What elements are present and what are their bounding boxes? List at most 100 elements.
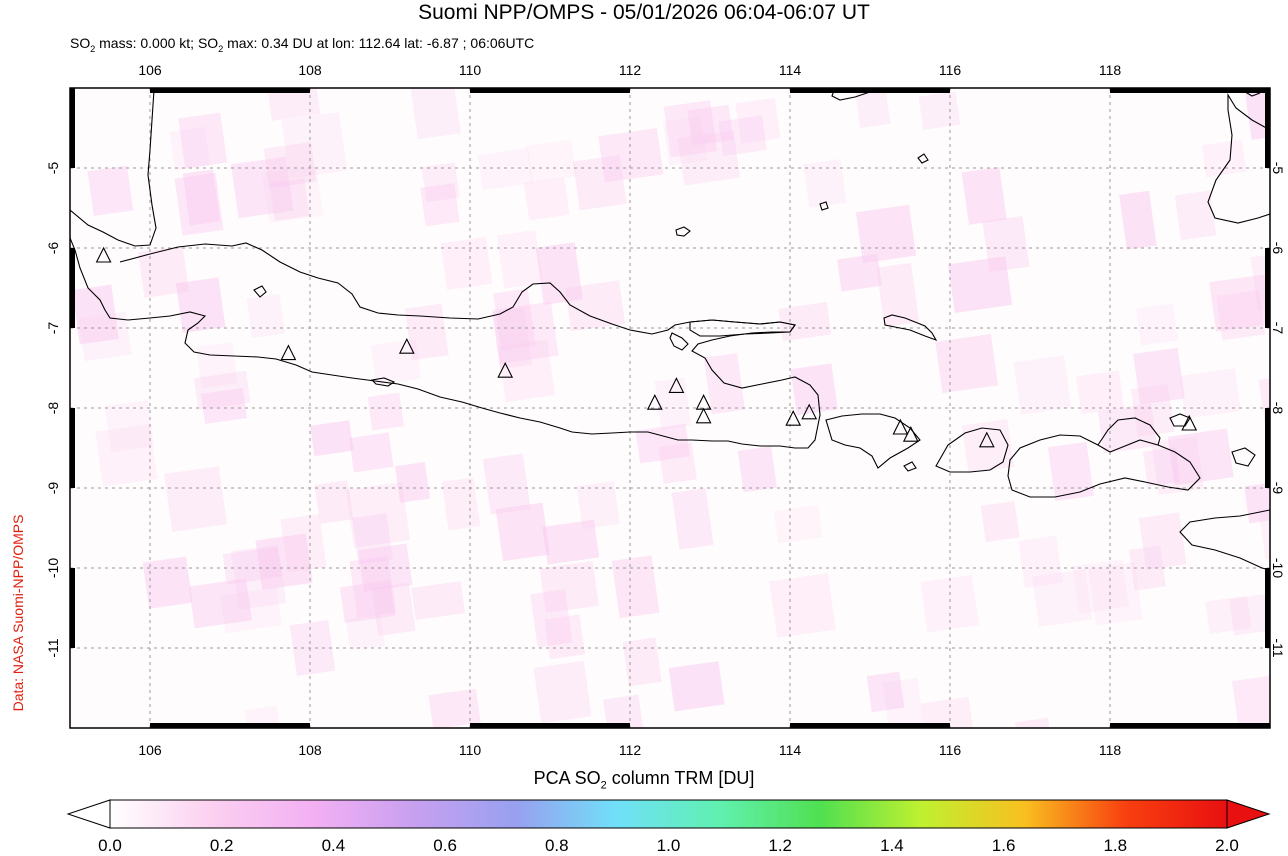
so2-pixel xyxy=(542,519,600,565)
so2-pixel xyxy=(668,661,725,712)
so2-pixel xyxy=(255,533,313,590)
so2-max-subscript: 2 xyxy=(218,43,224,54)
lat-tick-label: -11 xyxy=(1270,638,1286,658)
triangle-volcano-icon xyxy=(280,344,297,361)
colorbar-label: PCA SO2 column TRM [DU] xyxy=(0,768,1288,792)
lon-tick-label: 108 xyxy=(298,742,322,758)
so2-pixel xyxy=(482,453,531,515)
so2-pixel xyxy=(837,253,882,292)
so2-pixel xyxy=(718,115,767,157)
coastline-kangean xyxy=(883,314,938,342)
border-bar xyxy=(790,88,950,93)
so2-pixel xyxy=(1088,562,1143,626)
lon-tick-label: 114 xyxy=(778,742,802,758)
so2-pixel xyxy=(1174,190,1217,241)
so2-pixel xyxy=(882,677,925,728)
colorbar-tick-label: 0.0 xyxy=(98,836,122,855)
so2-pixel xyxy=(635,423,691,464)
border-bar xyxy=(1265,408,1270,488)
so2-pixel xyxy=(526,139,577,183)
lon-tick-label: 114 xyxy=(778,62,802,78)
triangle-volcano-icon xyxy=(695,407,712,424)
lat-tick-label: -5 xyxy=(45,161,61,175)
so2-pixel-layer xyxy=(72,88,1270,728)
so2-pixel xyxy=(982,216,1030,273)
coastline-sumba xyxy=(1179,509,1270,571)
so2-pixel xyxy=(142,556,193,609)
so2-pixel xyxy=(1018,535,1063,589)
so2-pixel xyxy=(1128,545,1166,591)
border-bar xyxy=(790,723,950,728)
coastline-bali xyxy=(825,413,921,469)
so2-max-text: max: 0.34 DU at lon: 112.64 lat: -6.87 ;… xyxy=(223,35,535,51)
coastline-java xyxy=(70,237,821,449)
so2-pixel xyxy=(769,573,836,638)
so2-pixel xyxy=(78,311,132,362)
so2-pixel xyxy=(1244,88,1270,140)
so2-pixel xyxy=(1135,303,1179,346)
so2-pixel xyxy=(496,229,543,289)
map-title: Suomi NPP/OMPS - 05/01/2026 06:04-06:07 … xyxy=(418,1,870,24)
so2-pixel xyxy=(174,172,224,236)
so2-pixel xyxy=(565,280,626,332)
so2-pixel xyxy=(244,705,285,728)
border-bar xyxy=(1110,88,1270,93)
so2-pixel xyxy=(280,513,327,573)
border-bar xyxy=(70,88,75,168)
triangle-volcano-icon xyxy=(646,393,663,410)
so2-mass-prefix: SO xyxy=(70,35,91,51)
so2-pixel xyxy=(1232,673,1270,728)
lat-tick-label: -7 xyxy=(45,321,61,335)
lat-tick-label: -9 xyxy=(1270,481,1286,495)
so2-pixel xyxy=(773,504,823,544)
colorbar-tick-label: 0.4 xyxy=(321,836,346,855)
triangle-volcano-icon xyxy=(785,409,802,426)
so2-pixel xyxy=(367,392,404,431)
so2-pixel xyxy=(866,671,905,713)
so2-pixel xyxy=(803,159,847,209)
coastline-islet-c xyxy=(819,201,829,211)
so2-pixel xyxy=(495,502,550,562)
so2-pixel xyxy=(935,333,999,394)
so2-pixel xyxy=(104,400,155,453)
lon-tick-label: 106 xyxy=(138,742,162,758)
so2-pixel xyxy=(138,246,189,298)
lat-tick-label: -6 xyxy=(1270,241,1286,255)
border-bar xyxy=(1265,88,1270,168)
coastline-surabaya-strait xyxy=(669,332,689,351)
so2-pixel xyxy=(1258,504,1270,560)
so2-pixel xyxy=(572,154,627,211)
colorbar-tick-label: 0.2 xyxy=(209,836,234,855)
colorbar xyxy=(109,799,1228,829)
so2-pixel xyxy=(222,546,282,585)
so2-pixel xyxy=(195,342,238,389)
so2-pixel xyxy=(352,513,394,565)
border-bar xyxy=(470,88,630,93)
so2-pixel xyxy=(262,165,324,224)
so2-pixel xyxy=(231,156,294,219)
so2-pixel xyxy=(220,587,282,634)
so2-pixel xyxy=(658,442,697,484)
colorbar-tick-label: 1.6 xyxy=(991,836,1016,855)
colorbar-tick-label: 0.6 xyxy=(433,836,457,855)
colorbar-tick-label: 1.4 xyxy=(880,836,904,855)
coastline-lombok xyxy=(935,427,1009,473)
lon-tick-label: 118 xyxy=(1098,62,1122,78)
so2-pixel xyxy=(411,581,466,620)
so2-pixel xyxy=(420,183,460,227)
so2-pixel xyxy=(175,277,226,333)
so2-pixel xyxy=(1142,447,1181,487)
so2-pixel xyxy=(671,488,714,550)
lat-tick-label: -9 xyxy=(45,481,61,495)
so2-pixel xyxy=(395,462,430,503)
coastline-islet-f xyxy=(1231,447,1256,467)
lat-tick-label: -10 xyxy=(1270,557,1286,579)
lon-tick-label: 106 xyxy=(138,62,162,78)
so2-pixel xyxy=(1201,139,1247,178)
lat-tick-label: -8 xyxy=(1270,401,1286,415)
so2-pixel xyxy=(663,100,718,158)
so2-pixel xyxy=(289,620,336,677)
map-border-scale xyxy=(70,88,1270,728)
lat-tick-label: -5 xyxy=(1270,161,1286,175)
so2-pixel xyxy=(349,432,394,473)
